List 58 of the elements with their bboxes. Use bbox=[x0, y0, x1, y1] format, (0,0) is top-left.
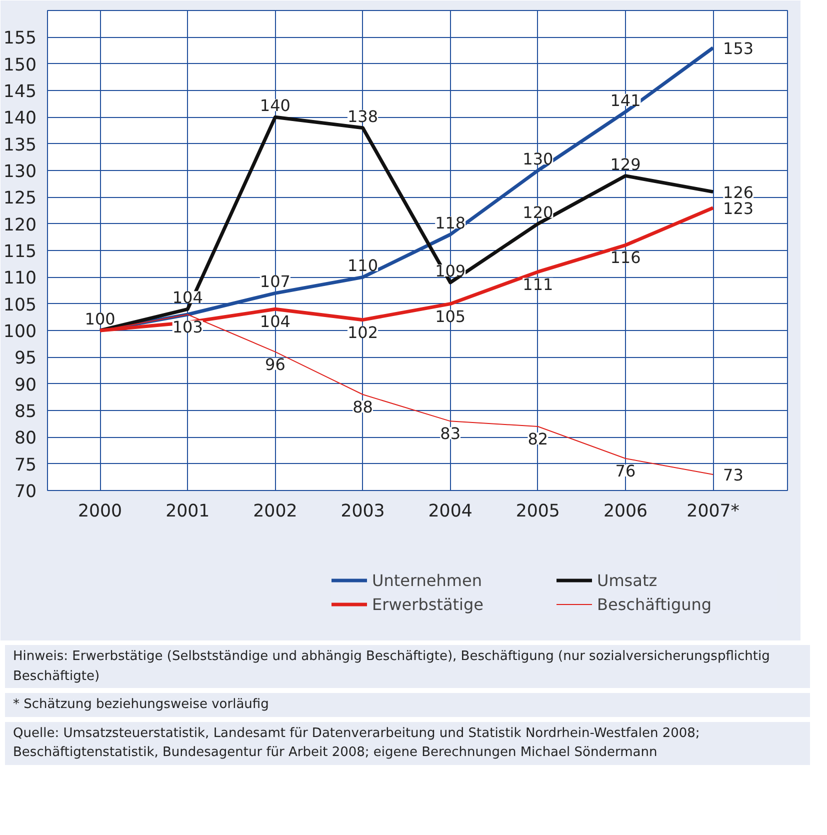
x-tick-label: 2004 bbox=[428, 502, 472, 522]
legend-label: Umsatz bbox=[597, 570, 658, 590]
y-tick-label: 130 bbox=[3, 162, 37, 182]
data-label: 82 bbox=[528, 430, 548, 448]
data-label: 100 bbox=[84, 310, 116, 328]
text: * Schätzung beziehungsweise vorläufig bbox=[13, 696, 269, 714]
data-label: 102 bbox=[347, 322, 378, 342]
data-label: 129 bbox=[610, 154, 641, 174]
y-tick-label: 70 bbox=[14, 482, 37, 502]
data-label: 104 bbox=[260, 312, 290, 332]
data-label: 116 bbox=[610, 248, 641, 268]
y-tick-label: 120 bbox=[3, 215, 37, 236]
data-label: 110 bbox=[347, 256, 378, 276]
data-label: 118 bbox=[435, 214, 466, 232]
y-tick-label: 125 bbox=[3, 188, 37, 209]
x-tick-label: 2002 bbox=[253, 502, 298, 522]
y-tick-label: 140 bbox=[3, 108, 37, 129]
y-tick-label: 150 bbox=[3, 55, 37, 76]
y-tick-label: 90 bbox=[14, 375, 37, 396]
data-label: 76 bbox=[615, 462, 636, 480]
data-label: 109 bbox=[435, 262, 466, 280]
x-tick-label: 2003 bbox=[340, 502, 385, 522]
y-tick-label: 85 bbox=[14, 402, 37, 422]
y-tick-label: 115 bbox=[3, 242, 37, 262]
x-tick-label: 2001 bbox=[166, 502, 210, 522]
y-tick-label: 105 bbox=[3, 295, 37, 316]
y-tick-label: 75 bbox=[14, 455, 37, 476]
y-tick-label: 155 bbox=[3, 28, 37, 49]
data-label: 140 bbox=[260, 96, 290, 116]
legend-label: Erwerbstätige bbox=[372, 594, 484, 614]
data-label: 107 bbox=[260, 272, 290, 292]
data-label: 130 bbox=[522, 150, 554, 168]
x-tick-label: 2005 bbox=[516, 502, 560, 522]
data-label: 141 bbox=[610, 90, 641, 110]
legend-label: Beschäftigung bbox=[597, 594, 713, 614]
data-label: 138 bbox=[347, 106, 378, 126]
y-tick-label: 110 bbox=[3, 268, 37, 289]
data-label: 73 bbox=[723, 466, 744, 484]
y-tick-label: 80 bbox=[14, 428, 37, 449]
legend-label: Unternehmen bbox=[372, 570, 483, 590]
y-tick-label: 100 bbox=[3, 322, 37, 342]
data-label: 103 bbox=[172, 318, 203, 336]
x-tick-label: 2000 bbox=[78, 502, 122, 522]
y-tick-label: 145 bbox=[3, 82, 37, 102]
data-label: 83 bbox=[440, 424, 461, 444]
data-label: 111 bbox=[522, 274, 554, 294]
data-label: 104 bbox=[172, 288, 203, 308]
data-label: 96 bbox=[265, 354, 286, 374]
data-label: 153 bbox=[723, 38, 754, 58]
source-note: Quelle: Umsatzsteuerstatistik, Landesamt für Datenverarbeitung und Statistik Nordrhein-Westfalen 2008; Beschäftigtenstatistik, Bundesagentur für Arbeit 2008; eigene Berechnungen Michael Söndermann bbox=[13, 724, 701, 762]
data-label: 120 bbox=[522, 202, 554, 222]
data-label: 88 bbox=[352, 398, 373, 416]
x-tick-label: 2006 bbox=[603, 502, 648, 522]
y-tick-label: 135 bbox=[3, 135, 37, 156]
y-tick-label: 95 bbox=[14, 348, 37, 369]
text: Hinweis: Erwerbstätige (Selbstständige und abhängig Beschäftigte), Beschäftigung (nur sozialversicherungspflichtig Beschäftigte) bbox=[13, 648, 771, 686]
x-tick-label: 2007* bbox=[686, 502, 740, 522]
data-label: 105 bbox=[435, 306, 466, 326]
